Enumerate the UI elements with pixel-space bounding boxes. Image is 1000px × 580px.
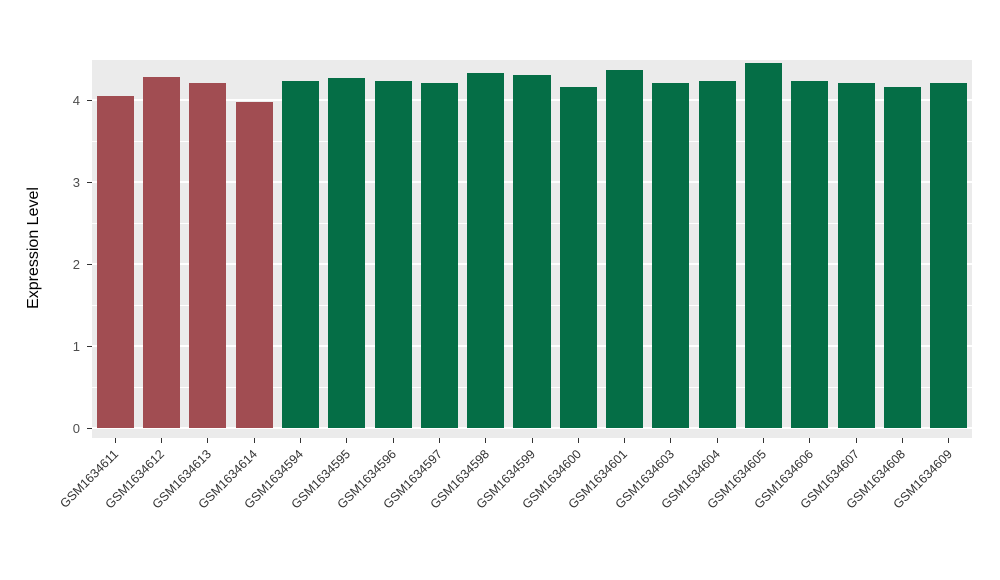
bar-GSM1634612 bbox=[142, 77, 180, 428]
x-tick-mark bbox=[948, 438, 950, 443]
x-tick-mark bbox=[763, 438, 765, 443]
x-tick-mark bbox=[902, 438, 904, 443]
x-tick-mark bbox=[346, 438, 348, 443]
y-tick-mark bbox=[87, 346, 92, 347]
bar-GSM1634611 bbox=[96, 95, 134, 428]
gridline-major bbox=[92, 427, 972, 429]
bar-GSM1634598 bbox=[467, 72, 505, 428]
x-tick-mark bbox=[809, 438, 811, 443]
bar-GSM1634613 bbox=[189, 82, 227, 428]
y-tick-mark bbox=[87, 428, 92, 429]
y-tick-label: 3 bbox=[72, 175, 80, 190]
x-tick-mark bbox=[577, 438, 579, 443]
x-tick-mark bbox=[114, 438, 116, 443]
y-tick-label: 1 bbox=[72, 339, 80, 354]
y-tick-label: 0 bbox=[72, 421, 80, 436]
y-axis-title: Expression Level bbox=[25, 187, 42, 309]
bar-GSM1634597 bbox=[420, 82, 458, 428]
y-tick-label: 2 bbox=[72, 257, 80, 272]
y-tick-mark bbox=[87, 100, 92, 101]
bar-GSM1634595 bbox=[328, 77, 366, 428]
bar-GSM1634608 bbox=[884, 86, 922, 428]
plot-panel bbox=[92, 60, 972, 438]
x-tick-mark bbox=[438, 438, 440, 443]
y-tick-label: 4 bbox=[72, 93, 80, 108]
bar-GSM1634600 bbox=[559, 86, 597, 428]
x-tick-mark bbox=[160, 438, 162, 443]
x-tick-mark bbox=[253, 438, 255, 443]
bar-GSM1634606 bbox=[791, 81, 829, 428]
bar-GSM1634609 bbox=[930, 82, 968, 428]
bar-GSM1634605 bbox=[745, 63, 783, 428]
bar-GSM1634614 bbox=[235, 102, 273, 428]
x-tick-mark bbox=[624, 438, 626, 443]
x-tick-mark bbox=[670, 438, 672, 443]
bar-GSM1634594 bbox=[281, 81, 319, 428]
y-tick-mark bbox=[87, 264, 92, 265]
x-tick-mark bbox=[299, 438, 301, 443]
y-tick-mark bbox=[87, 182, 92, 183]
x-tick-mark bbox=[716, 438, 718, 443]
x-tick-mark bbox=[855, 438, 857, 443]
x-tick-mark bbox=[392, 438, 394, 443]
bar-GSM1634603 bbox=[652, 82, 690, 428]
x-tick-mark bbox=[531, 438, 533, 443]
bar-GSM1634599 bbox=[513, 74, 551, 428]
bar-GSM1634607 bbox=[837, 82, 875, 428]
bar-GSM1634596 bbox=[374, 81, 412, 428]
bar-GSM1634601 bbox=[606, 70, 644, 428]
bar-GSM1634604 bbox=[698, 81, 736, 428]
x-tick-mark bbox=[207, 438, 209, 443]
x-tick-mark bbox=[485, 438, 487, 443]
